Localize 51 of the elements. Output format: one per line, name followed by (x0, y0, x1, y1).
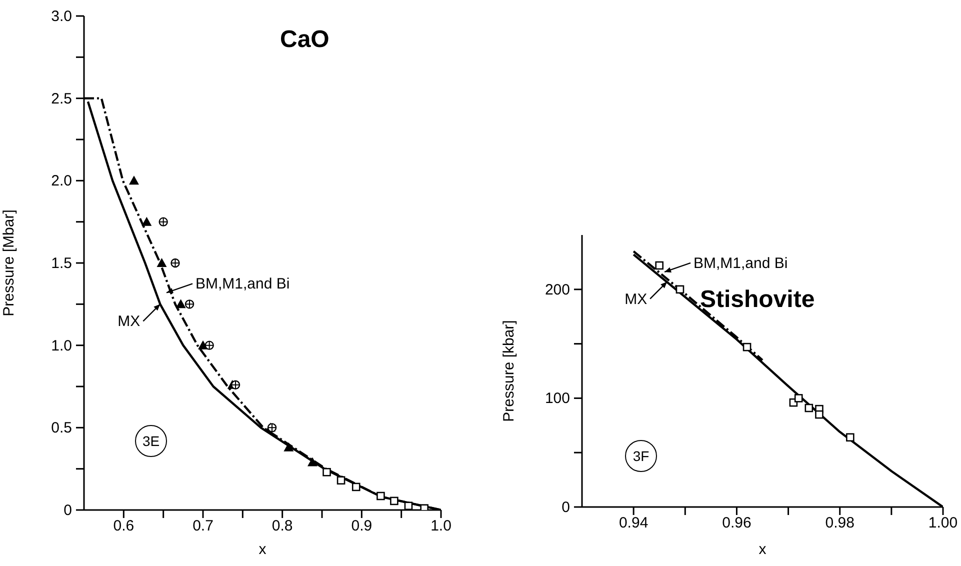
y-tick-label: 3.0 (51, 8, 72, 25)
point (846, 433, 854, 442)
point (128, 176, 139, 185)
point (390, 496, 398, 506)
y-tick-label: 1.0 (51, 337, 72, 354)
text: Stishovite (700, 286, 815, 314)
x-axis-title: x (258, 541, 267, 558)
y-axis-title: Pressure [Mbar] (0, 210, 18, 316)
point (655, 261, 664, 270)
point (284, 442, 294, 452)
y-tick-label: 0 (562, 499, 570, 516)
annotation: 3F (625, 440, 657, 472)
point (142, 216, 152, 226)
y-tick-label: 0 (64, 502, 72, 519)
x-tick-label: 0.6 (113, 518, 134, 535)
x-tick-label: 1.00 (928, 514, 958, 532)
y-tick-label: 1.5 (51, 255, 72, 272)
point (322, 468, 331, 476)
point (352, 482, 360, 492)
point (676, 285, 684, 294)
y-tick-label: 0.5 (51, 420, 72, 437)
point (307, 457, 318, 466)
point (176, 299, 186, 308)
point (804, 404, 814, 412)
y-axis-title: Pressure [kbar] (500, 320, 518, 422)
x-tick-label: 0.94 (618, 514, 648, 532)
y-tick-label: 100 (544, 390, 570, 408)
point (336, 476, 346, 485)
x-tick-label: 0.96 (722, 514, 752, 532)
point (156, 258, 167, 267)
x-tick-label: 0.98 (825, 514, 854, 532)
point (742, 342, 752, 352)
annotation: BM,M1,and Bi (196, 276, 290, 293)
point (815, 410, 824, 419)
point (794, 394, 803, 402)
point (404, 502, 413, 510)
x-tick-label: 1.0 (430, 518, 452, 535)
annotation: 3E (135, 425, 167, 457)
y-tick-label: 2.5 (51, 90, 72, 108)
annotation: BM,M1,and Bi (694, 254, 788, 272)
x-tick-label: 0.9 (351, 518, 372, 535)
annotation: MX (624, 290, 648, 308)
annotation: MX (118, 313, 140, 330)
x-tick-label: 0.8 (272, 518, 293, 535)
y-tick-label: 2.0 (51, 172, 72, 190)
point (420, 504, 428, 510)
x-tick-label: 0.7 (192, 518, 214, 535)
chart-title: CaO (280, 26, 330, 54)
x-axis-title: x (758, 541, 767, 558)
point (376, 492, 385, 500)
y-tick-label: 200 (544, 281, 570, 298)
